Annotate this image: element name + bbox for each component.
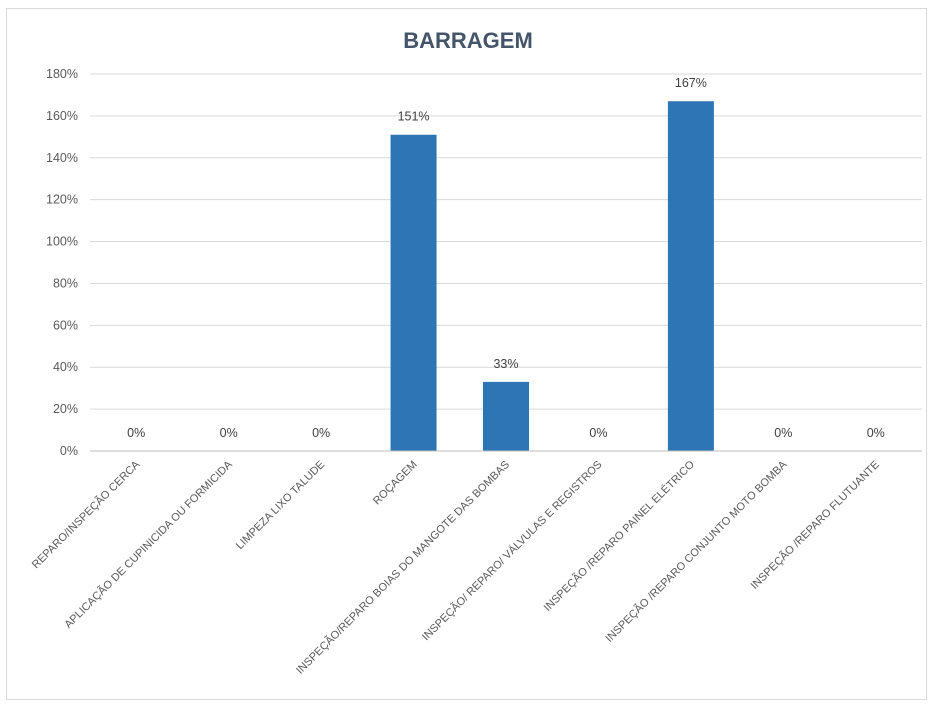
data-label: 167% xyxy=(675,76,707,90)
data-label: 0% xyxy=(220,426,238,440)
data-labels: 0% 0% 0% 151% 33% 0% 167% 0% 0% xyxy=(127,76,885,440)
y-tick-label: 60% xyxy=(53,318,78,332)
bars xyxy=(390,101,714,451)
y-tick-label: 100% xyxy=(46,235,78,249)
y-tick-label: 180% xyxy=(46,67,78,81)
x-tick-label: REPARO/INSPEÇÃO CERCA xyxy=(29,457,143,571)
x-tick-label: ROÇAGEM xyxy=(371,459,420,508)
y-tick-label: 120% xyxy=(46,193,78,207)
data-label: 33% xyxy=(493,357,518,371)
y-tick-label: 160% xyxy=(46,109,78,123)
data-label: 151% xyxy=(398,110,430,124)
chart-frame xyxy=(6,8,927,700)
y-tick-label: 20% xyxy=(53,402,78,416)
bar xyxy=(667,101,714,451)
x-tick-label: INSPEÇÃO /REPARO PAINEL ELÉTRICO xyxy=(541,458,697,614)
y-tick-label: 40% xyxy=(53,360,78,374)
bar xyxy=(390,134,437,451)
y-tick-label: 80% xyxy=(53,276,78,290)
data-label: 0% xyxy=(867,426,885,440)
x-tick-label: INSPEÇÃO/ REPARO/ VÁLVULAS E REGISTROS xyxy=(419,458,604,643)
bar xyxy=(483,381,529,451)
data-label: 0% xyxy=(312,426,330,440)
x-tick-label: INSPEÇÃO/REPARO BOIAS DO MANGOTE DAS BOM… xyxy=(293,458,512,677)
data-label: 0% xyxy=(127,426,145,440)
data-label: 0% xyxy=(774,426,792,440)
y-tick-label: 0% xyxy=(60,444,78,458)
y-tick-label: 140% xyxy=(46,151,78,165)
chart-title: BARRAGEM xyxy=(403,28,533,53)
x-tick-label: APLICAÇÃO DE CUPINICIDA OU FORMICIDA xyxy=(62,457,235,630)
data-label: 0% xyxy=(589,426,607,440)
x-tick-label: INSPEÇÃO /REPARO CONJUNTO MOTO BOMBA xyxy=(603,457,790,644)
x-tick-label: LIMPEZA LIXO TALUDE xyxy=(234,459,327,552)
y-axis: 0% 20% 40% 60% 80% 100% 120% 140% 160% 180% xyxy=(46,67,78,458)
